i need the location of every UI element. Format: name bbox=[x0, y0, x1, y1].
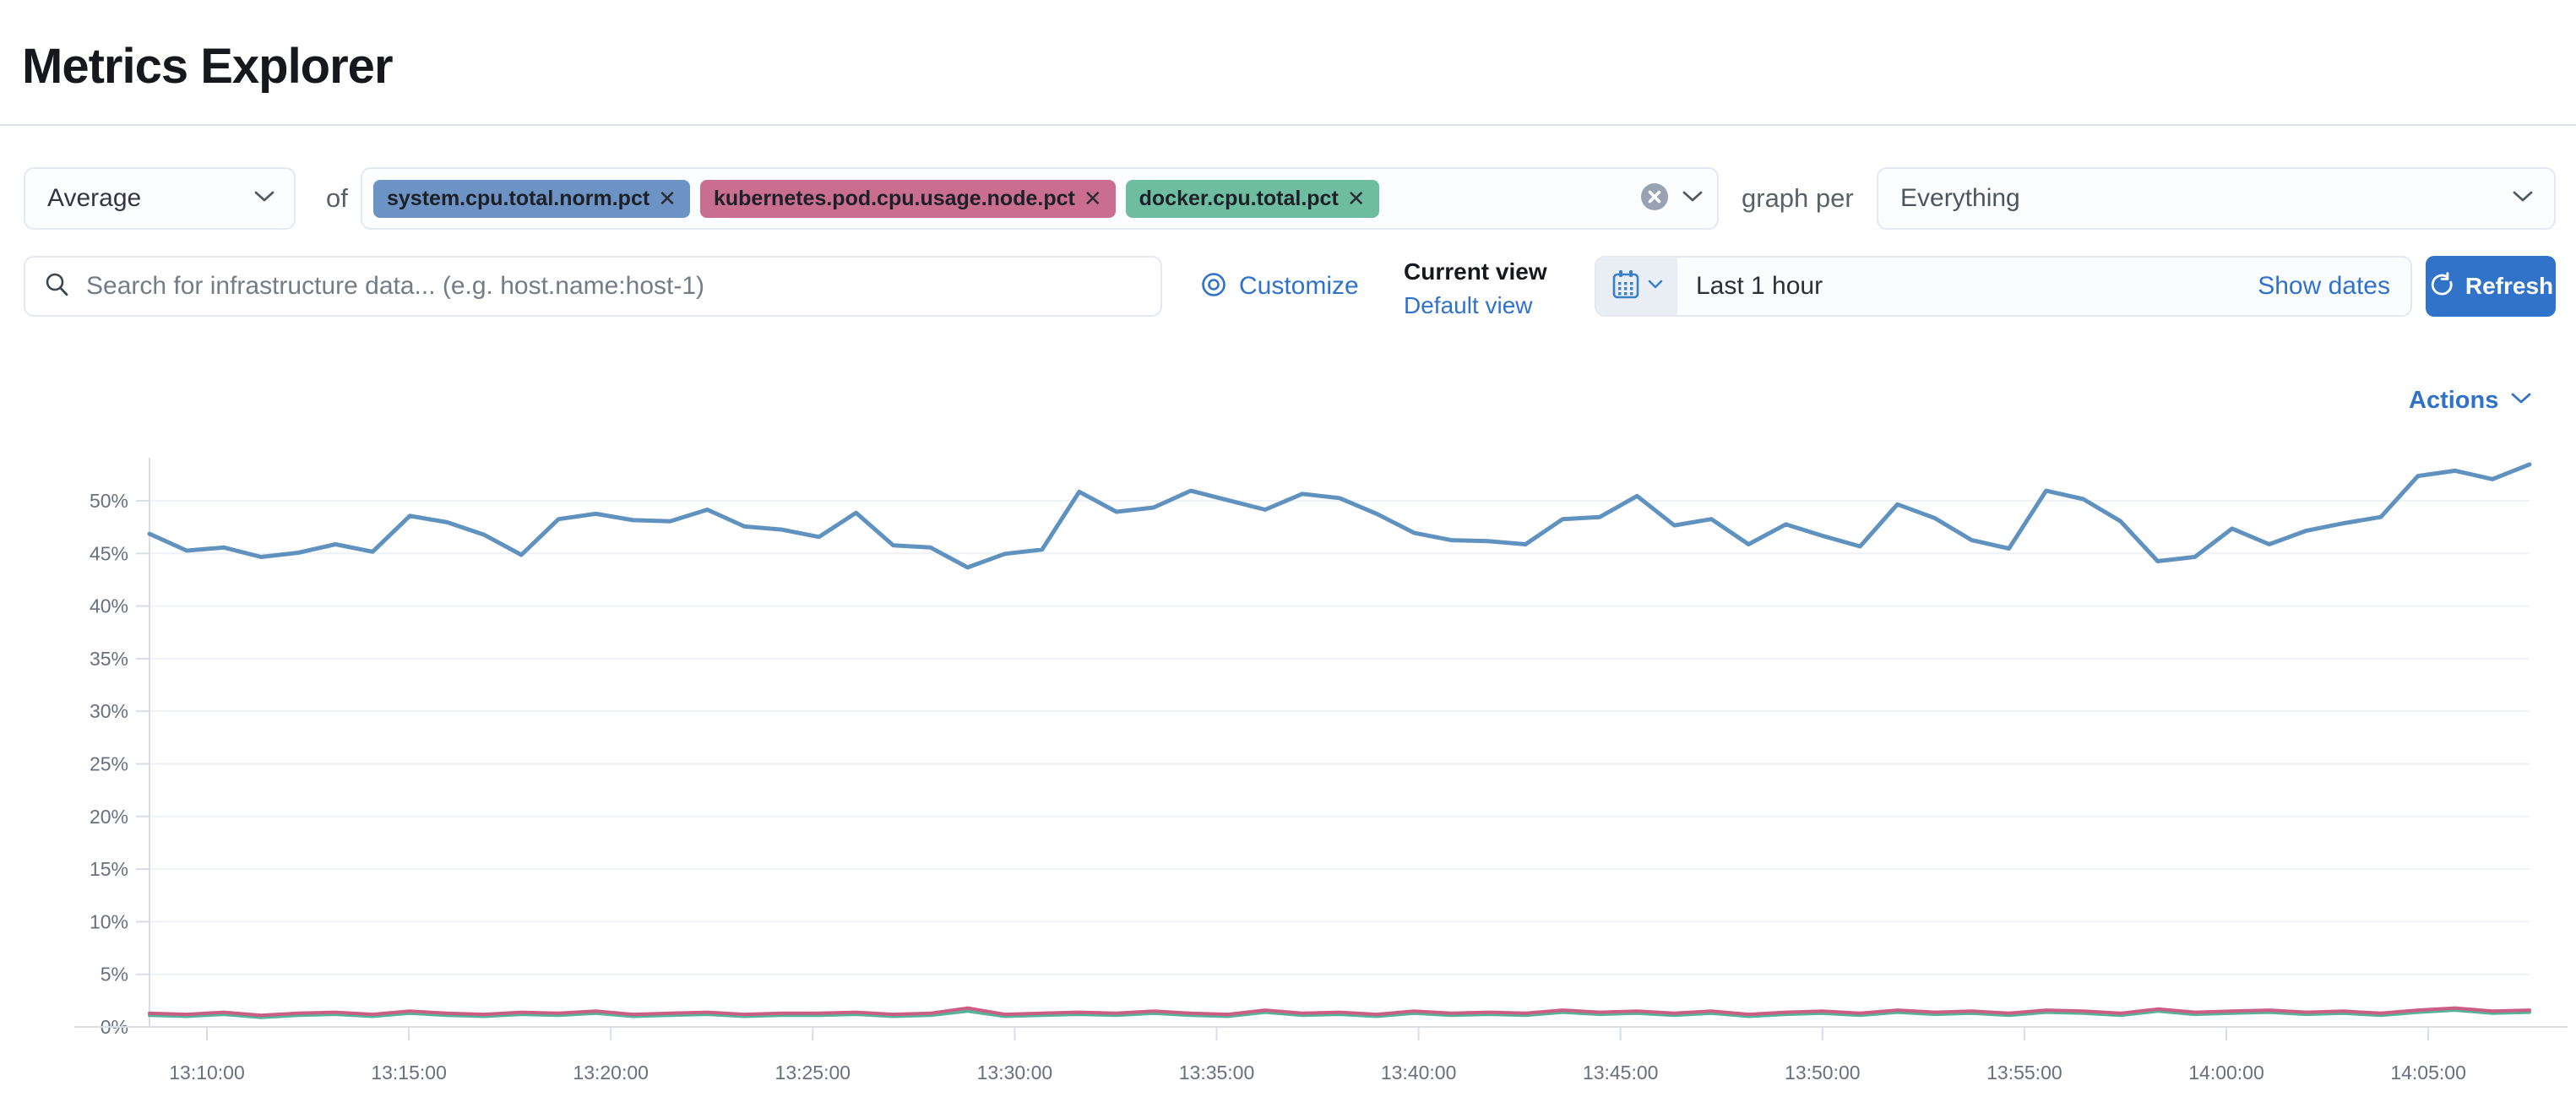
aggregation-value: Average bbox=[47, 184, 142, 212]
svg-text:13:40:00: 13:40:00 bbox=[1381, 1062, 1457, 1084]
svg-text:13:50:00: 13:50:00 bbox=[1785, 1062, 1861, 1084]
svg-text:13:35:00: 13:35:00 bbox=[1179, 1062, 1255, 1084]
svg-text:35%: 35% bbox=[90, 648, 128, 670]
metrics-combobox[interactable]: system.cpu.total.norm.pct ✕ kubernetes.p… bbox=[361, 167, 1719, 230]
metric-tag[interactable]: kubernetes.pod.cpu.usage.node.pct ✕ bbox=[699, 179, 1116, 218]
of-label: of bbox=[326, 183, 348, 213]
svg-text:13:25:00: 13:25:00 bbox=[775, 1062, 851, 1084]
chevron-down-icon bbox=[2510, 392, 2532, 410]
refresh-button[interactable]: Refresh bbox=[2426, 256, 2556, 317]
svg-text:13:20:00: 13:20:00 bbox=[573, 1062, 649, 1084]
date-range-picker[interactable]: Last 1 hour Show dates bbox=[1595, 256, 2412, 317]
svg-text:40%: 40% bbox=[90, 595, 128, 617]
clear-all-icon[interactable] bbox=[1639, 182, 1670, 216]
customize-button[interactable]: Customize bbox=[1199, 256, 1359, 317]
chevron-down-icon bbox=[1648, 279, 1663, 294]
remove-tag-icon[interactable]: ✕ bbox=[1083, 185, 1102, 211]
header-divider bbox=[0, 124, 2576, 126]
chevron-down-icon bbox=[2512, 190, 2534, 208]
svg-text:13:15:00: 13:15:00 bbox=[371, 1062, 447, 1084]
customize-eye-icon bbox=[1199, 270, 1228, 303]
metric-tag[interactable]: system.cpu.total.norm.pct ✕ bbox=[373, 179, 690, 218]
metric-tag-label: kubernetes.pod.cpu.usage.node.pct bbox=[713, 186, 1075, 210]
series-docker.cpu.total.pct bbox=[148, 1008, 2531, 1019]
chevron-down-icon bbox=[253, 190, 275, 208]
actions-label: Actions bbox=[2409, 387, 2499, 414]
svg-text:20%: 20% bbox=[90, 806, 128, 828]
actions-menu-button[interactable]: Actions bbox=[2409, 387, 2532, 415]
customize-label: Customize bbox=[1239, 272, 1359, 300]
series-kubernetes.pod.cpu.usage.node.pct bbox=[148, 1006, 2531, 1018]
svg-text:13:30:00: 13:30:00 bbox=[977, 1062, 1053, 1084]
show-dates-button[interactable]: Show dates bbox=[2258, 272, 2390, 300]
series-system.cpu.total.norm.pct bbox=[147, 462, 2532, 570]
page-title: Metrics Explorer bbox=[22, 38, 394, 94]
svg-text:10%: 10% bbox=[90, 910, 128, 932]
search-icon bbox=[44, 271, 71, 302]
default-view-link[interactable]: Default view bbox=[1404, 292, 1533, 318]
view-switcher: Current view Default view bbox=[1404, 258, 1573, 320]
metric-tag-label: system.cpu.total.norm.pct bbox=[387, 186, 650, 210]
graph-per-label: graph per bbox=[1742, 183, 1854, 213]
date-quick-select[interactable] bbox=[1596, 258, 1677, 315]
remove-tag-icon[interactable]: ✕ bbox=[1346, 185, 1366, 211]
aggregation-select[interactable]: Average bbox=[24, 167, 296, 230]
metric-tag-label: docker.cpu.total.pct bbox=[1139, 186, 1339, 210]
graph-per-select[interactable]: Everything bbox=[1877, 167, 2556, 230]
date-range-value[interactable]: Last 1 hour bbox=[1696, 272, 1823, 300]
svg-text:30%: 30% bbox=[90, 700, 128, 722]
metric-tag[interactable]: docker.cpu.total.pct ✕ bbox=[1125, 179, 1379, 218]
svg-text:13:45:00: 13:45:00 bbox=[1583, 1062, 1659, 1084]
calendar-icon bbox=[1611, 269, 1641, 305]
svg-text:14:05:00: 14:05:00 bbox=[2390, 1062, 2466, 1084]
remove-tag-icon[interactable]: ✕ bbox=[658, 185, 677, 211]
search-input[interactable] bbox=[84, 271, 1144, 301]
svg-text:50%: 50% bbox=[90, 490, 128, 512]
svg-text:13:55:00: 13:55:00 bbox=[1986, 1062, 2062, 1084]
svg-text:5%: 5% bbox=[101, 964, 128, 986]
search-bar[interactable] bbox=[24, 256, 1162, 317]
metrics-chart[interactable]: 0% 5% 10% 15% 20% 25% 30% 35% 40% 45% 50% 13:10:00 1… bbox=[0, 437, 2576, 1108]
current-view-label: Current view bbox=[1404, 258, 1547, 285]
svg-text:45%: 45% bbox=[90, 542, 128, 564]
graph-per-value: Everything bbox=[1900, 184, 2020, 212]
line-chart-canvas[interactable]: 0%5%10%15%20%25%30%35%40%45%50%13:10:00 1… bbox=[0, 437, 2576, 1108]
svg-text:13:10:00: 13:10:00 bbox=[169, 1062, 245, 1084]
refresh-label: Refresh bbox=[2465, 273, 2554, 299]
refresh-icon bbox=[2428, 271, 2455, 302]
svg-text:25%: 25% bbox=[90, 753, 128, 775]
chevron-down-icon[interactable] bbox=[1682, 190, 1704, 208]
svg-text:14:00:00: 14:00:00 bbox=[2188, 1062, 2264, 1084]
svg-text:15%: 15% bbox=[90, 858, 128, 880]
